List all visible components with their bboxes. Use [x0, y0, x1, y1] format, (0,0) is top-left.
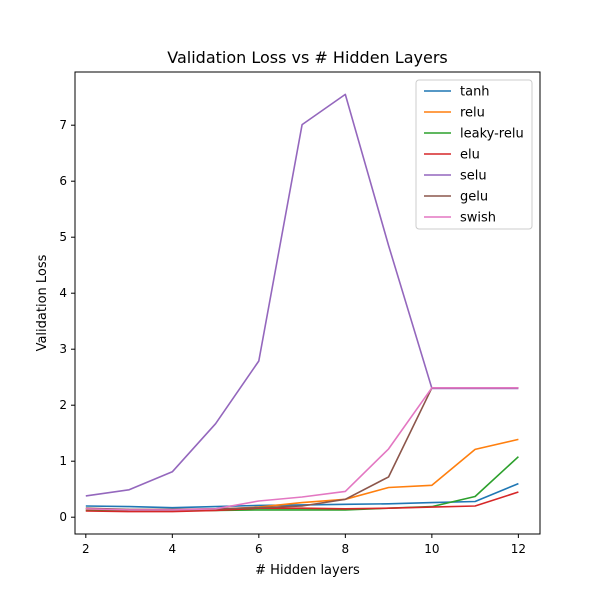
chart-title: Validation Loss vs # Hidden Layers	[167, 48, 447, 67]
x-tick-label: 8	[342, 542, 350, 556]
legend-label-leaky-relu: leaky-relu	[460, 127, 524, 142]
legend-label-elu: elu	[460, 148, 480, 163]
x-tick-label: 12	[511, 542, 526, 556]
x-axis: 2 4 6 8 10 12	[82, 534, 526, 556]
y-tick-label: 6	[59, 174, 67, 188]
y-tick-label: 3	[59, 342, 67, 356]
y-tick-label: 2	[59, 398, 67, 412]
legend: tanh relu leaky-relu elu selu gelu swish	[415, 79, 533, 230]
legend-label-gelu: gelu	[460, 190, 488, 205]
y-tick-label: 0	[59, 510, 67, 524]
legend-label-swish: swish	[460, 211, 496, 226]
x-axis-label: # Hidden layers	[255, 563, 360, 578]
legend-box	[415, 79, 533, 230]
series-line-swish	[85, 386, 519, 511]
y-axis: 0 1 2 3 4 5 6 7	[59, 118, 75, 524]
legend-label-tanh: tanh	[460, 85, 490, 100]
y-tick-label: 1	[59, 454, 67, 468]
y-tick-label: 5	[59, 230, 67, 244]
x-tick-label: 10	[424, 542, 439, 556]
series-line-tanh	[85, 482, 519, 509]
legend-label-selu: selu	[460, 169, 487, 184]
series-line-elu	[85, 491, 519, 513]
y-axis-label: Validation Loss	[35, 254, 50, 351]
y-tick-label: 4	[59, 286, 67, 300]
plot-lines	[85, 93, 519, 513]
x-tick-label: 6	[255, 542, 263, 556]
x-tick-label: 2	[82, 542, 90, 556]
legend-label-relu: relu	[460, 106, 485, 121]
plot-frame	[74, 71, 541, 535]
y-tick-label: 7	[59, 118, 67, 132]
x-tick-label: 4	[169, 542, 177, 556]
